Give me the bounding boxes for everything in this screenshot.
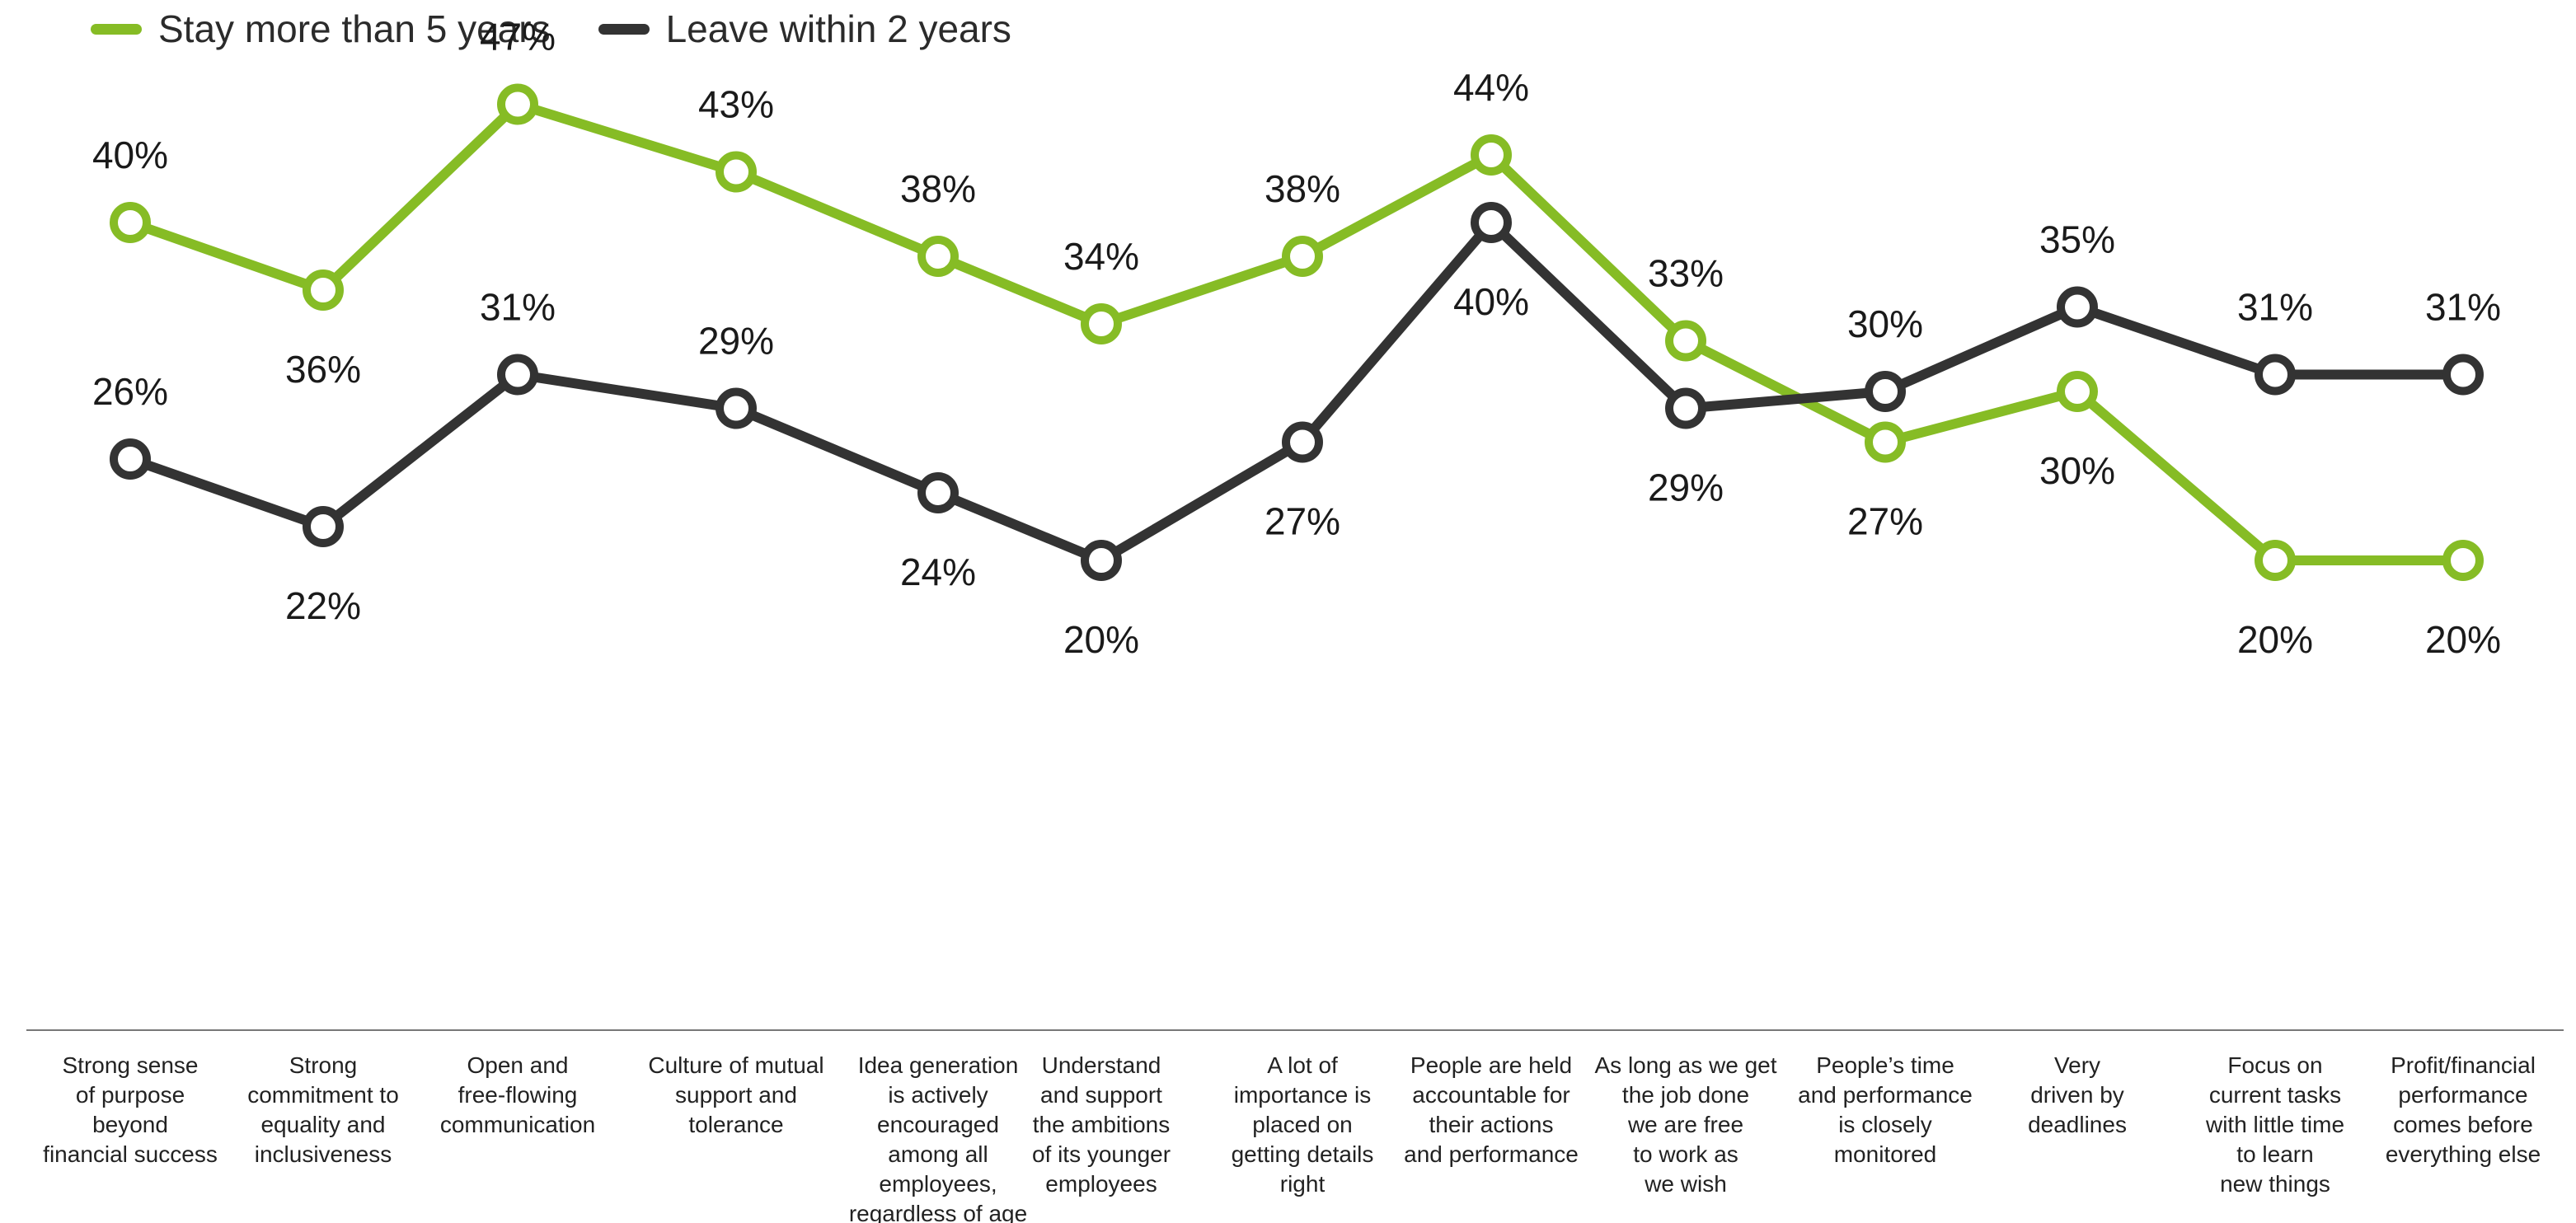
category-label-0: Strong sense of purpose beyond financial su… <box>43 1052 218 1167</box>
data-label-s1-12: 31% <box>2425 286 2501 329</box>
data-label-s1-0: 26% <box>92 370 168 413</box>
data-label-s0-6: 38% <box>1265 167 1340 210</box>
legend-label-stay: Stay more than 5 years <box>158 7 551 50</box>
data-point-s0-0 <box>110 202 151 243</box>
category-label-2: Open and free-flowing communication <box>440 1052 595 1137</box>
data-label-s0-7: 44% <box>1453 66 1529 109</box>
data-label-s1-8: 29% <box>1648 466 1724 509</box>
data-point-s1-10 <box>2057 286 2098 328</box>
data-label-s0-8: 33% <box>1648 252 1724 295</box>
data-label-s1-10: 35% <box>2039 218 2115 261</box>
data-label-s0-2: 47% <box>480 16 556 59</box>
data-point-s1-0 <box>110 438 151 480</box>
data-label-s0-11: 20% <box>2237 618 2313 661</box>
data-label-s0-9: 27% <box>1847 500 1923 543</box>
data-label-s1-4: 24% <box>900 551 976 593</box>
legend-item-stay: Stay more than 5 years <box>91 7 551 51</box>
data-point-s0-11 <box>2255 540 2296 581</box>
data-point-s1-11 <box>2255 354 2296 396</box>
legend-label-leave: Leave within 2 years <box>665 7 1011 50</box>
data-label-s1-3: 29% <box>698 320 774 363</box>
data-point-s1-3 <box>716 387 757 429</box>
category-label-5: Understand and support the ambitions of its… <box>1032 1052 1171 1197</box>
data-point-s0-8 <box>1665 320 1706 362</box>
data-point-s0-9 <box>1865 421 1906 463</box>
data-point-s1-8 <box>1665 387 1706 429</box>
category-label-7: People are held accountable for their acti… <box>1404 1052 1579 1167</box>
data-point-s1-4 <box>917 472 959 513</box>
legend: Stay more than 5 years Leave within 2 ye… <box>91 7 1059 51</box>
data-point-s0-7 <box>1471 134 1512 176</box>
data-label-s1-11: 31% <box>2237 286 2313 329</box>
data-point-s1-9 <box>1865 371 1906 412</box>
category-label-4: Idea generation is actively encouraged amon… <box>849 1052 1027 1223</box>
data-point-s0-5 <box>1081 303 1122 344</box>
data-point-s0-10 <box>2057 371 2098 412</box>
data-label-s1-6: 27% <box>1265 500 1340 543</box>
legend-item-leave: Leave within 2 years <box>598 7 1011 51</box>
data-label-s0-5: 34% <box>1063 235 1139 278</box>
data-point-s0-4 <box>917 236 959 277</box>
category-label-11: Focus on current tasks with little time to … <box>2205 1052 2344 1197</box>
data-point-s1-6 <box>1282 421 1323 463</box>
data-point-s1-5 <box>1081 540 1122 581</box>
data-label-s1-2: 31% <box>480 286 556 329</box>
data-label-s0-12: 20% <box>2425 618 2501 661</box>
data-point-s0-12 <box>2442 540 2484 581</box>
data-point-s0-2 <box>497 83 538 125</box>
data-point-s0-1 <box>303 269 344 311</box>
data-point-s1-1 <box>303 506 344 547</box>
category-label-6: A lot of importance is placed on getting de… <box>1232 1052 1374 1197</box>
category-label-3: Culture of mutual support and tolerance <box>648 1052 823 1137</box>
legend-swatch-stay <box>91 23 142 35</box>
data-label-s0-3: 43% <box>698 83 774 126</box>
data-label-s1-5: 20% <box>1063 618 1139 661</box>
data-label-s1-7: 40% <box>1453 280 1529 323</box>
data-point-s1-12 <box>2442 354 2484 396</box>
data-label-s0-4: 38% <box>900 167 976 210</box>
data-point-s0-6 <box>1282 236 1323 277</box>
data-label-s0-10: 30% <box>2039 449 2115 492</box>
data-point-s0-3 <box>716 151 757 193</box>
category-label-9: People’s time and performance is closely mo… <box>1798 1052 1973 1167</box>
data-point-s1-7 <box>1471 202 1512 243</box>
category-label-1: Strong commitment to equality and inclusive… <box>247 1052 399 1167</box>
legend-swatch-leave <box>598 23 650 35</box>
category-label-10: Very driven by deadlines <box>2028 1052 2127 1137</box>
data-point-s1-2 <box>497 354 538 396</box>
category-label-8: As long as we get the job done we are free… <box>1594 1052 1776 1197</box>
data-label-s0-1: 36% <box>285 348 361 391</box>
data-label-s1-1: 22% <box>285 584 361 627</box>
data-label-s0-0: 40% <box>92 134 168 176</box>
data-label-s1-9: 30% <box>1847 302 1923 345</box>
category-label-12: Profit/financial performance comes before e… <box>2386 1052 2541 1167</box>
